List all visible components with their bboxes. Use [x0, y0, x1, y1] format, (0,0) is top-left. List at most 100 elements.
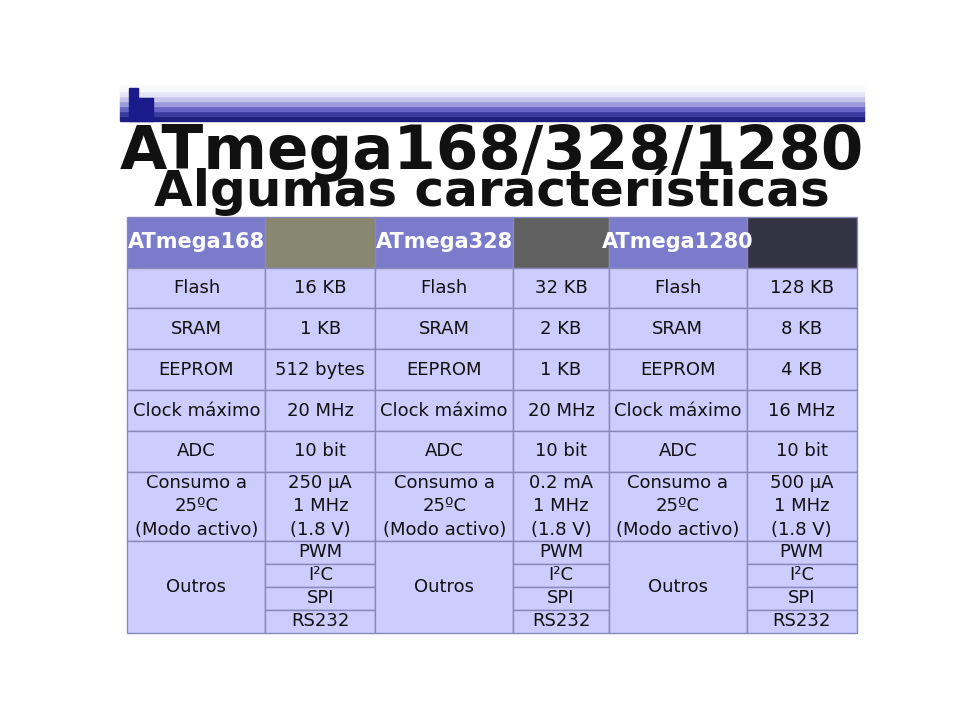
Bar — [128, 349, 266, 390]
Bar — [514, 431, 609, 472]
Bar — [609, 268, 747, 308]
Text: 32 KB: 32 KB — [535, 279, 588, 297]
Text: 2 KB: 2 KB — [540, 320, 582, 338]
Bar — [120, 116, 864, 121]
Bar — [609, 216, 747, 268]
Bar — [747, 390, 856, 431]
Bar — [609, 431, 747, 472]
Bar — [514, 610, 609, 633]
Text: EEPROM: EEPROM — [158, 361, 234, 378]
Bar — [120, 91, 864, 96]
Text: ADC: ADC — [425, 443, 464, 461]
Bar — [375, 308, 514, 349]
Bar — [128, 540, 266, 633]
Bar — [266, 472, 375, 540]
Bar — [609, 349, 747, 390]
Bar — [266, 308, 375, 349]
Text: ATmega168/328/1280: ATmega168/328/1280 — [120, 124, 864, 182]
Bar — [120, 86, 864, 91]
Bar — [120, 96, 864, 101]
Bar — [266, 349, 375, 390]
Bar — [120, 101, 864, 106]
Bar — [266, 587, 375, 610]
Text: SPI: SPI — [788, 589, 815, 607]
Text: I²C: I²C — [789, 566, 814, 584]
Text: EEPROM: EEPROM — [640, 361, 715, 378]
Bar — [747, 472, 856, 540]
Text: I²C: I²C — [548, 566, 573, 584]
Bar — [514, 472, 609, 540]
Bar — [514, 308, 609, 349]
Bar — [609, 540, 747, 633]
Text: Clock máximo: Clock máximo — [132, 401, 260, 420]
Bar — [747, 431, 856, 472]
Bar — [128, 268, 266, 308]
Bar — [609, 472, 747, 540]
Text: SRAM: SRAM — [419, 320, 469, 338]
Text: 10 bit: 10 bit — [295, 443, 347, 461]
Text: 16 KB: 16 KB — [294, 279, 347, 297]
Bar — [129, 88, 138, 98]
Bar — [747, 349, 856, 390]
Text: ATmega168: ATmega168 — [128, 232, 265, 252]
Bar — [514, 390, 609, 431]
Text: Flash: Flash — [654, 279, 702, 297]
Text: 250 μA
1 MHz
(1.8 V): 250 μA 1 MHz (1.8 V) — [288, 473, 352, 539]
Bar — [747, 268, 856, 308]
Text: RS232: RS232 — [773, 612, 831, 630]
Text: 0.2 mA
1 MHz
(1.8 V): 0.2 mA 1 MHz (1.8 V) — [529, 473, 593, 539]
Text: Flash: Flash — [173, 279, 220, 297]
Text: PWM: PWM — [780, 543, 824, 561]
Text: ATmega1280: ATmega1280 — [602, 232, 754, 252]
Bar — [609, 390, 747, 431]
Text: ATmega328: ATmega328 — [375, 232, 513, 252]
Bar — [128, 472, 266, 540]
Text: 10 bit: 10 bit — [776, 443, 828, 461]
Bar — [129, 99, 153, 121]
Text: Clock máximo: Clock máximo — [380, 401, 508, 420]
Bar — [375, 268, 514, 308]
Bar — [609, 308, 747, 349]
Bar — [375, 390, 514, 431]
Text: Clock máximo: Clock máximo — [614, 401, 741, 420]
Bar — [266, 540, 375, 564]
Text: Consumo a
25ºC
(Modo activo): Consumo a 25ºC (Modo activo) — [616, 473, 739, 539]
Text: Algumas características: Algumas características — [155, 166, 829, 216]
Bar — [266, 216, 375, 268]
Text: ADC: ADC — [659, 443, 697, 461]
Bar — [514, 587, 609, 610]
Text: Consumo a
25ºC
(Modo activo): Consumo a 25ºC (Modo activo) — [382, 473, 506, 539]
Text: SRAM: SRAM — [652, 320, 704, 338]
Text: SPI: SPI — [547, 589, 575, 607]
Bar — [747, 540, 856, 564]
Bar — [266, 268, 375, 308]
Text: 8 KB: 8 KB — [781, 320, 823, 338]
Text: PWM: PWM — [299, 543, 343, 561]
Bar — [266, 564, 375, 587]
Text: RS232: RS232 — [532, 612, 590, 630]
Text: Outros: Outros — [166, 578, 227, 595]
Bar — [128, 216, 266, 268]
Text: 1 KB: 1 KB — [300, 320, 341, 338]
Bar — [747, 587, 856, 610]
Bar — [375, 472, 514, 540]
Bar — [266, 431, 375, 472]
Text: Outros: Outros — [648, 578, 708, 595]
Text: EEPROM: EEPROM — [406, 361, 482, 378]
Bar — [266, 610, 375, 633]
Text: Outros: Outros — [414, 578, 474, 595]
Text: PWM: PWM — [539, 543, 583, 561]
Text: I²C: I²C — [308, 566, 333, 584]
Bar — [375, 540, 514, 633]
Text: 20 MHz: 20 MHz — [528, 401, 594, 420]
Text: RS232: RS232 — [291, 612, 349, 630]
Bar — [128, 308, 266, 349]
Text: Consumo a
25ºC
(Modo activo): Consumo a 25ºC (Modo activo) — [134, 473, 258, 539]
Text: 512 bytes: 512 bytes — [276, 361, 365, 378]
Bar — [120, 106, 864, 111]
Bar — [514, 268, 609, 308]
Text: 128 KB: 128 KB — [770, 279, 833, 297]
Bar — [128, 431, 266, 472]
Bar — [747, 308, 856, 349]
Bar — [747, 216, 856, 268]
